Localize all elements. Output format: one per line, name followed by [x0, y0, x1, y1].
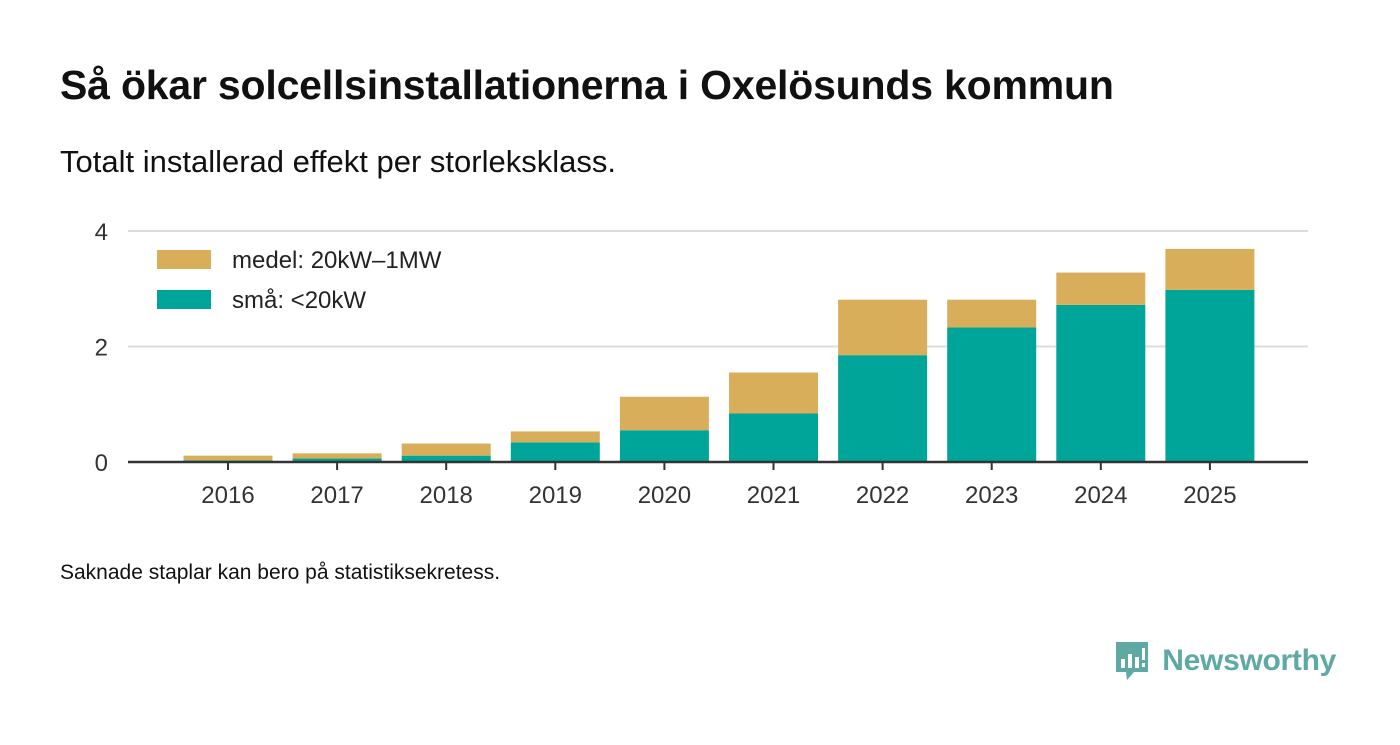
bar-sma-2020	[619, 430, 709, 462]
bar-sma-2022	[838, 355, 928, 462]
bar-sma-2018	[401, 455, 491, 462]
bar-medel-2018	[401, 443, 491, 456]
x-tick-label: 2024	[1074, 482, 1127, 509]
bar-medel-2021	[729, 372, 818, 414]
bar-sma-2019	[510, 442, 600, 462]
brand-name: Newsworthy	[1162, 644, 1336, 677]
x-axis-ticks: 2016 2017 2018 2019 2020 2021 2022 2023 2024 2025	[201, 462, 1237, 509]
y-tick-label: 2	[95, 335, 108, 362]
stacked-bar-chart: 0 2 4 2016 2017 2018 2019 2020 2021 2022 2023 2024…	[95, 219, 1308, 509]
bar-sma-2024	[1056, 304, 1146, 462]
chart-subtitle: Totalt installerad effekt per storlekskl…	[60, 144, 616, 179]
x-tick-label: 2021	[747, 482, 800, 509]
bar-medel-2017	[292, 453, 382, 459]
bars	[183, 248, 1255, 462]
footnote: Saknade staplar kan bero på statistiksek…	[60, 561, 501, 584]
x-tick-label: 2018	[420, 482, 473, 509]
x-tick-label: 2022	[856, 482, 909, 509]
bar-medel-2019	[510, 431, 600, 443]
newsworthy-logo-icon	[1116, 642, 1149, 680]
y-tick-label: 4	[95, 219, 108, 246]
x-tick-label: 2020	[638, 482, 691, 509]
bar-sma-2021	[729, 413, 818, 462]
x-tick-label: 2023	[965, 482, 1018, 509]
bar-medel-2024	[1056, 272, 1146, 305]
legend-swatch-sma	[157, 290, 211, 309]
x-tick-label: 2019	[529, 482, 582, 509]
legend: medel: 20kW–1MW små: <20kW	[157, 247, 442, 314]
bar-medel-2022	[838, 299, 928, 356]
bar-sma-2017	[292, 458, 382, 462]
x-tick-label: 2025	[1183, 482, 1236, 509]
bar-sma-2023	[947, 327, 1037, 462]
y-axis-ticks: 0 2 4	[95, 219, 108, 477]
bar-medel-2020	[619, 396, 709, 431]
y-tick-label: 0	[95, 450, 108, 477]
legend-swatch-medel	[157, 250, 211, 269]
bar-medel-2016	[183, 455, 273, 461]
x-tick-label: 2017	[310, 482, 363, 509]
brand-logo: Newsworthy	[1114, 640, 1336, 682]
legend-label-medel: medel: 20kW–1MW	[232, 247, 442, 274]
bar-sma-2025	[1165, 289, 1255, 462]
legend-label-sma: små: <20kW	[232, 287, 366, 314]
chart-title: Så ökar solcellsinstallationerna i Oxelö…	[60, 62, 1114, 108]
bar-medel-2025	[1165, 248, 1255, 290]
bar-medel-2023	[947, 299, 1037, 328]
x-tick-label: 2016	[201, 482, 254, 509]
